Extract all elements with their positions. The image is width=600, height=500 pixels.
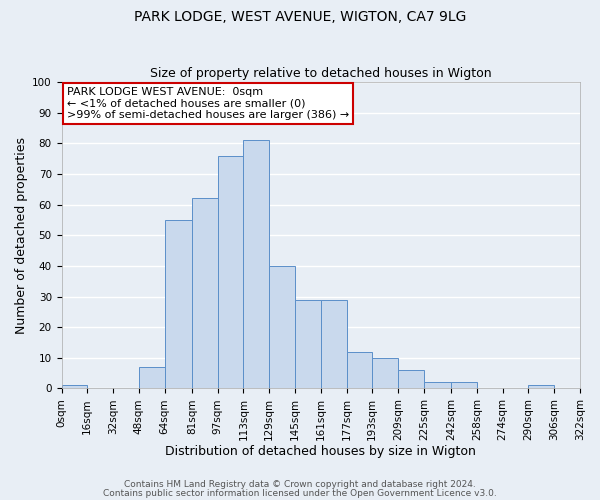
Bar <box>398 370 424 388</box>
Bar <box>139 367 164 388</box>
Title: Size of property relative to detached houses in Wigton: Size of property relative to detached ho… <box>150 66 491 80</box>
Bar <box>529 386 554 388</box>
Bar <box>580 382 600 388</box>
Text: Contains HM Land Registry data © Crown copyright and database right 2024.: Contains HM Land Registry data © Crown c… <box>124 480 476 489</box>
Bar <box>295 300 321 388</box>
Bar <box>218 156 244 388</box>
Bar <box>321 300 347 388</box>
Bar <box>244 140 269 388</box>
Text: PARK LODGE WEST AVENUE:  0sqm
← <1% of detached houses are smaller (0)
>99% of s: PARK LODGE WEST AVENUE: 0sqm ← <1% of de… <box>67 86 349 120</box>
Bar <box>424 382 451 388</box>
Y-axis label: Number of detached properties: Number of detached properties <box>15 137 28 334</box>
Bar <box>164 220 192 388</box>
Text: PARK LODGE, WEST AVENUE, WIGTON, CA7 9LG: PARK LODGE, WEST AVENUE, WIGTON, CA7 9LG <box>134 10 466 24</box>
Bar <box>62 386 87 388</box>
Text: Contains public sector information licensed under the Open Government Licence v3: Contains public sector information licen… <box>103 490 497 498</box>
Bar <box>269 266 295 388</box>
Bar <box>192 198 218 388</box>
Bar <box>372 358 398 388</box>
Bar <box>451 382 477 388</box>
Bar <box>347 352 372 389</box>
X-axis label: Distribution of detached houses by size in Wigton: Distribution of detached houses by size … <box>166 444 476 458</box>
